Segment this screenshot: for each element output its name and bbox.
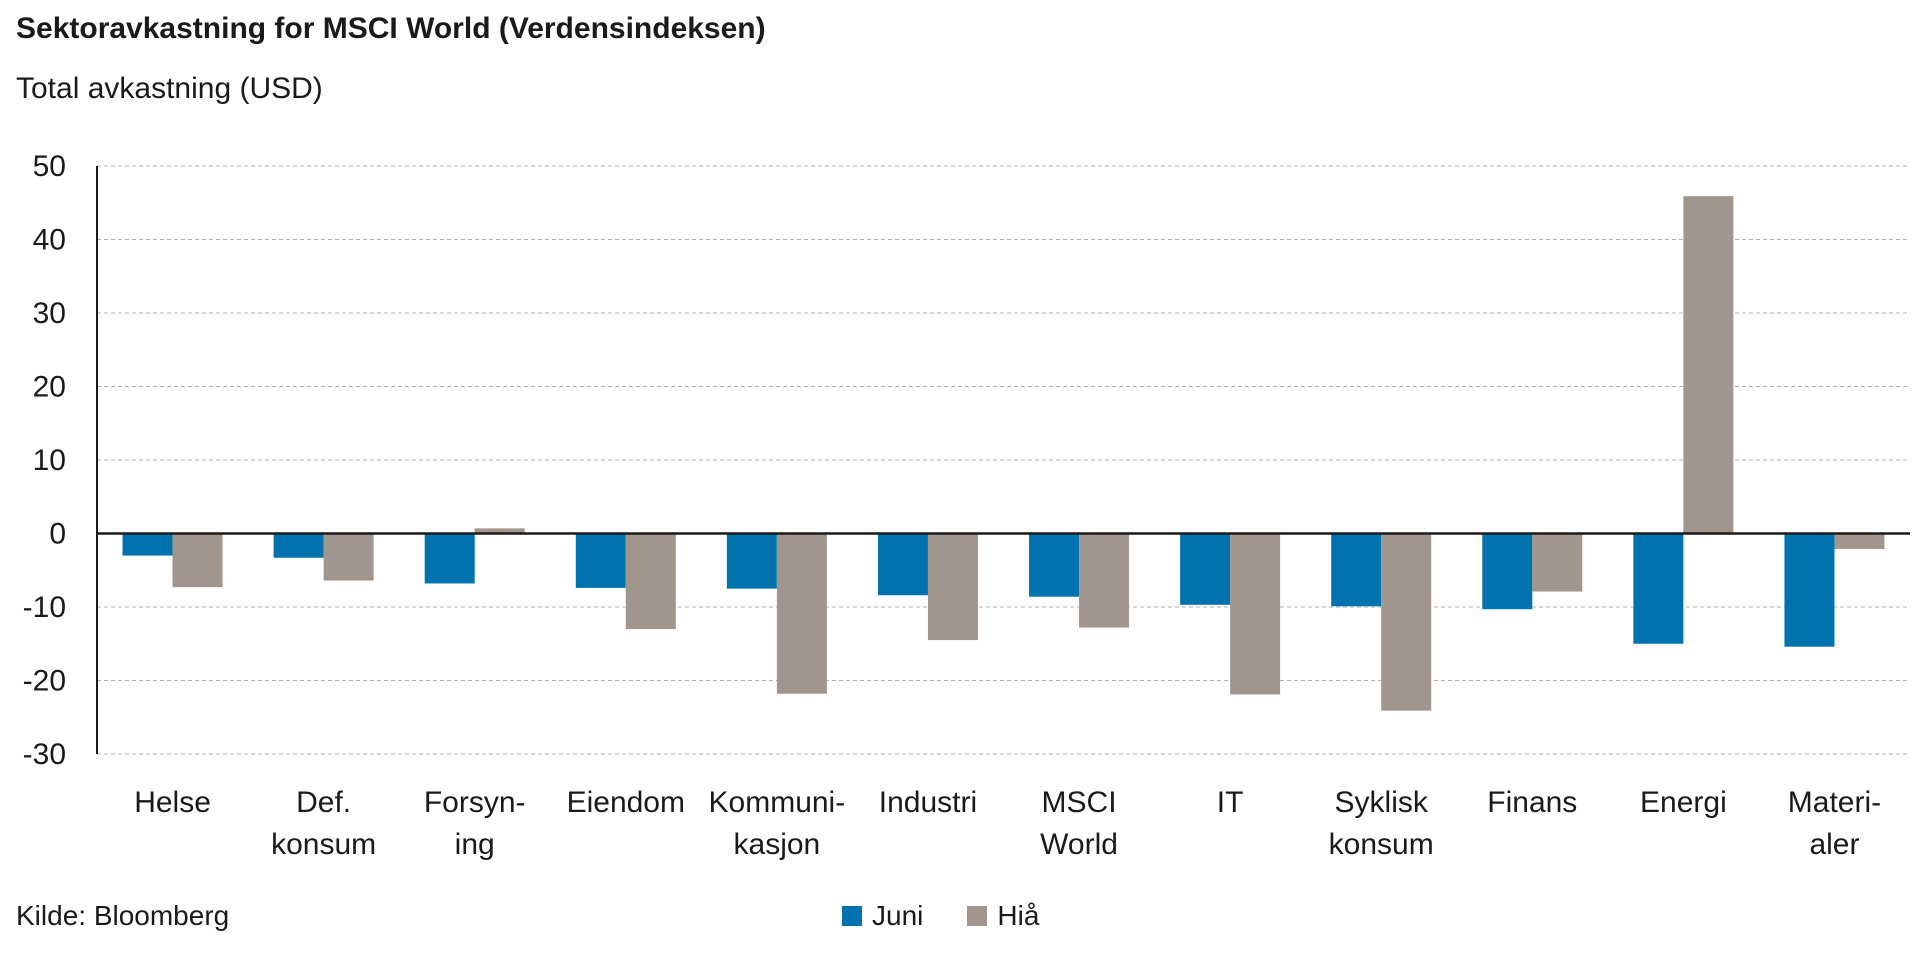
x-category-label: Industri <box>879 786 977 819</box>
y-tick-label: -10 <box>23 591 66 624</box>
x-category-label: konsum <box>1329 828 1434 861</box>
x-category-label: Forsyn- <box>424 786 526 819</box>
y-tick-label: 10 <box>33 444 66 477</box>
bar-juni <box>1180 533 1231 605</box>
bar-juni <box>877 533 928 596</box>
x-category-label: IT <box>1217 786 1244 819</box>
bar-juni <box>1331 533 1382 607</box>
chart-title: Sektoravkastning for MSCI World (Verdens… <box>16 12 766 45</box>
legend-item-juni: Juni <box>842 900 923 932</box>
source-note: Kilde: Bloomberg <box>16 900 230 931</box>
x-category-label: Syklisk <box>1335 786 1429 819</box>
bar-hia <box>1381 533 1432 711</box>
bar-hia <box>625 533 676 630</box>
bar-juni <box>424 533 475 584</box>
bar-juni <box>1633 533 1684 644</box>
x-category-label: Finans <box>1487 786 1577 819</box>
bar-hia <box>1834 533 1885 549</box>
bar-hia <box>474 528 525 534</box>
legend: Juni Hiå <box>842 900 1039 932</box>
legend-swatch-juni <box>842 906 862 926</box>
x-category-label: konsum <box>271 828 376 861</box>
y-tick-label: 0 <box>49 518 66 551</box>
x-category-label: Eiendom <box>567 786 685 819</box>
x-category-label: MSCI <box>1042 786 1117 819</box>
x-category-label: Materi- <box>1788 786 1881 819</box>
bar-juni <box>1029 533 1080 597</box>
legend-label-juni: Juni <box>872 900 924 931</box>
x-category-label: Kommuni- <box>709 786 846 819</box>
bar-juni <box>122 533 173 556</box>
x-category-label: Def. <box>296 786 351 819</box>
y-tick-label: -30 <box>23 738 66 771</box>
x-category-label: kasjon <box>734 828 821 861</box>
bar-hia <box>1230 533 1281 695</box>
bar-hia <box>1079 533 1130 628</box>
bar-juni <box>273 533 324 558</box>
y-tick-label: 40 <box>33 224 66 257</box>
x-category-label: World <box>1040 828 1118 861</box>
y-tick-label: -20 <box>23 665 66 698</box>
x-category-label: ing <box>455 828 495 861</box>
bar-hia <box>172 533 223 588</box>
y-tick-label: 50 <box>33 150 66 183</box>
y-tick-label: 30 <box>33 297 66 330</box>
bar-hia <box>1532 533 1583 592</box>
y-tick-label: 20 <box>33 371 66 404</box>
bar-hia <box>1683 196 1734 534</box>
bar-juni <box>575 533 626 588</box>
legend-item-hia: Hiå <box>967 900 1039 932</box>
x-category-label: aler <box>1809 828 1859 861</box>
bar-juni <box>1784 533 1835 647</box>
x-category-label: Helse <box>134 786 211 819</box>
bar-hia <box>927 533 978 641</box>
bar-juni <box>1482 533 1533 610</box>
bar-juni <box>726 533 777 589</box>
chart-subtitle: Total avkastning (USD) <box>16 72 323 105</box>
bar-hia <box>323 533 374 581</box>
x-category-label: Energi <box>1640 786 1727 819</box>
legend-swatch-hia <box>967 906 988 926</box>
legend-label-hia: Hiå <box>997 900 1040 931</box>
bar-hia <box>776 533 827 694</box>
